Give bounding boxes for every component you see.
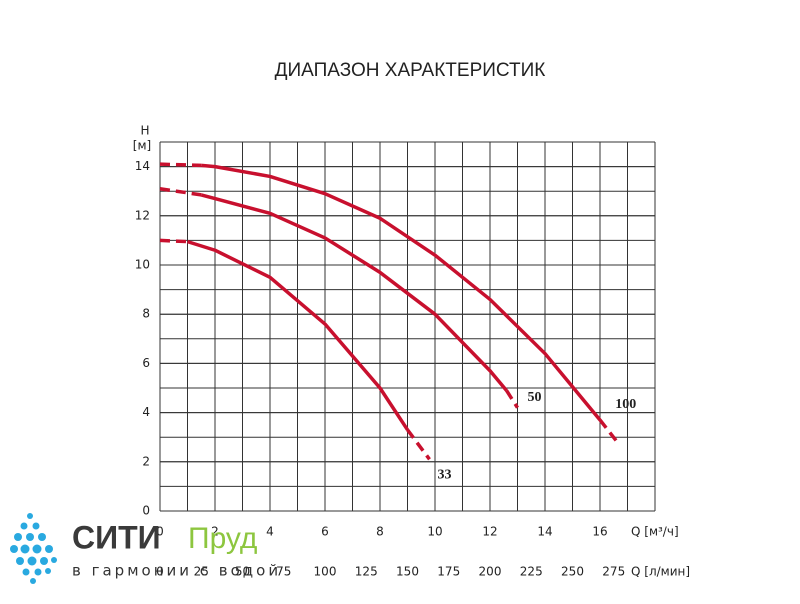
logo-word1: СИТИ <box>72 519 161 555</box>
y-tick-label: 14 <box>135 159 150 173</box>
curve <box>200 193 508 392</box>
x-tick-label: 8 <box>376 525 384 539</box>
logo: СИТИ Пруд в гармонии с водой <box>10 513 281 584</box>
curve-dashed <box>406 428 431 461</box>
x2-tick-label: 150 <box>396 565 419 579</box>
y-axis-label: H <box>140 124 149 138</box>
x2-tick-label: 250 <box>561 565 584 579</box>
x-tick-label: 12 <box>482 525 497 539</box>
y-tick-label: 0 <box>142 504 150 518</box>
curve <box>201 163 602 422</box>
x2-tick-label: 0 <box>156 565 164 579</box>
x-tick-label: 2 <box>211 525 219 539</box>
curve-dashed <box>505 389 519 409</box>
curve-dashed <box>159 162 202 168</box>
x2-tick-label: 200 <box>479 565 502 579</box>
curve-dashed <box>159 187 202 197</box>
logo-word2: Пруд <box>188 522 257 555</box>
x2-axis-label: Q [л/мин] <box>631 565 690 579</box>
curve-dashed <box>598 418 621 446</box>
x2-tick-label: 25 <box>194 565 209 579</box>
curve <box>186 239 409 431</box>
y-tick-label: 12 <box>135 208 150 222</box>
logo-slogan: в гармонии с водой <box>72 562 281 580</box>
x2-tick-label: 75 <box>276 565 291 579</box>
y-tick-label: 8 <box>142 307 150 321</box>
y-tick-label: 2 <box>142 454 150 468</box>
x2-tick-label: 50 <box>235 565 250 579</box>
x2-tick-label: 275 <box>602 565 625 579</box>
series-label: 33 <box>438 468 452 483</box>
y-tick-label: 4 <box>142 405 150 419</box>
y-axis-unit: [м] <box>133 139 151 153</box>
plot: 0 2 4 6 8 10 12 14 0 2 4 6 8 10 12 14 16 0 25 50 75 100 125 150… <box>135 141 656 579</box>
chart-title: ДИАПАЗОН ХАРАКТЕРИСТИК <box>275 60 546 81</box>
series-label: 100 <box>615 397 636 412</box>
y-tick-label: 10 <box>135 258 150 272</box>
x2-tick-label: 125 <box>355 565 378 579</box>
logo-drops <box>10 513 57 584</box>
x-tick-label: 10 <box>427 525 442 539</box>
x-tick-label: 16 <box>592 525 607 539</box>
x-tick-label: 6 <box>321 525 329 539</box>
curve-dashed <box>159 238 188 244</box>
x2-tick-label: 175 <box>437 565 460 579</box>
x-tick-label: 4 <box>266 525 274 539</box>
x-axis-label: Q [м³/ч] <box>631 525 679 539</box>
x2-tick-label: 225 <box>520 565 543 579</box>
series-label: 50 <box>528 390 542 405</box>
x2-tick-label: 100 <box>314 565 337 579</box>
x-tick-label: 0 <box>156 525 164 539</box>
x-tick-label: 14 <box>537 525 552 539</box>
y-tick-label: 6 <box>142 356 150 370</box>
